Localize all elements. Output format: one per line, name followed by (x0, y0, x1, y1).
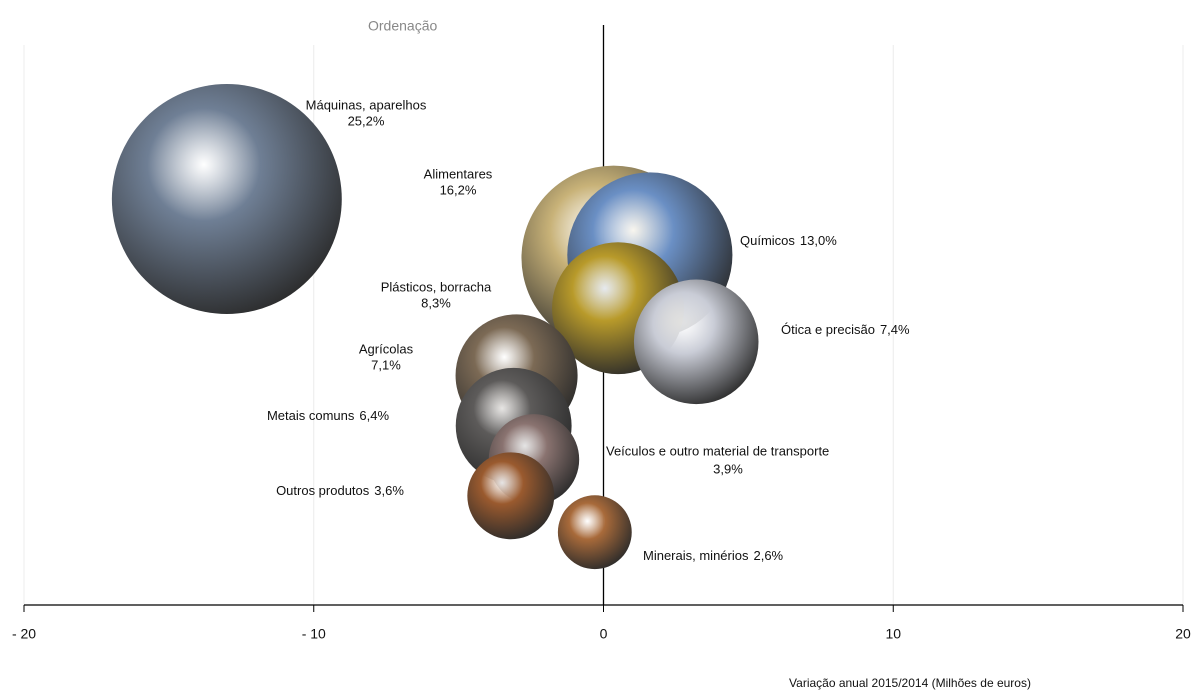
bubble (557, 495, 632, 570)
x-tick-label: 20 (1175, 626, 1191, 642)
bubble-label: Químicos 13,0% (740, 233, 837, 248)
bubble-label: Minerais, minérios 2,6% (643, 548, 784, 563)
x-tick-label: 10 (885, 626, 901, 642)
bubble-value: 6,4% (359, 408, 389, 423)
bubble-name: Químicos (740, 233, 795, 248)
bubble (467, 452, 555, 540)
bubble-name: Agrícolas (359, 341, 414, 356)
bubble-value: 3,6% (374, 483, 404, 498)
bubble-value: 7,4% (880, 322, 910, 337)
bubble-value: 13,0% (800, 233, 837, 248)
bubble-value: 3,9% (713, 461, 743, 476)
bubble (111, 84, 342, 314)
bubble-name: Outros produtos (276, 483, 370, 498)
bubble-value: 8,3% (421, 295, 451, 310)
bubble-value: 7,1% (371, 357, 401, 372)
bubble-value: 25,2% (348, 113, 385, 128)
bubble-value: 2,6% (753, 548, 783, 563)
x-tick-label: 0 (600, 626, 608, 642)
x-tick-label: - 10 (302, 626, 326, 642)
bubble-name: Minerais, minérios (643, 548, 749, 563)
bubble (633, 279, 759, 405)
bubble-name: Alimentares (424, 166, 493, 181)
bubble-name: Máquinas, aparelhos (306, 97, 427, 112)
x-axis-label: Variação anual 2015/2014 (Milhões de eur… (789, 676, 1031, 690)
bubble-label: Outros produtos 3,6% (276, 483, 404, 498)
chart-title: Ordenação (368, 18, 437, 34)
bubble-label: Ótica e precisão 7,4% (781, 322, 910, 337)
bubble-name: Metais comuns (267, 408, 355, 423)
bubble-name: Ótica e precisão (781, 322, 875, 337)
bubble-label: Metais comuns 6,4% (267, 408, 389, 423)
bubble-name: Veículos e outro material de transporte (606, 443, 829, 458)
bubble-value: 16,2% (440, 182, 477, 197)
x-tick-label: - 20 (12, 626, 36, 642)
bubble-name: Plásticos, borracha (381, 279, 492, 294)
